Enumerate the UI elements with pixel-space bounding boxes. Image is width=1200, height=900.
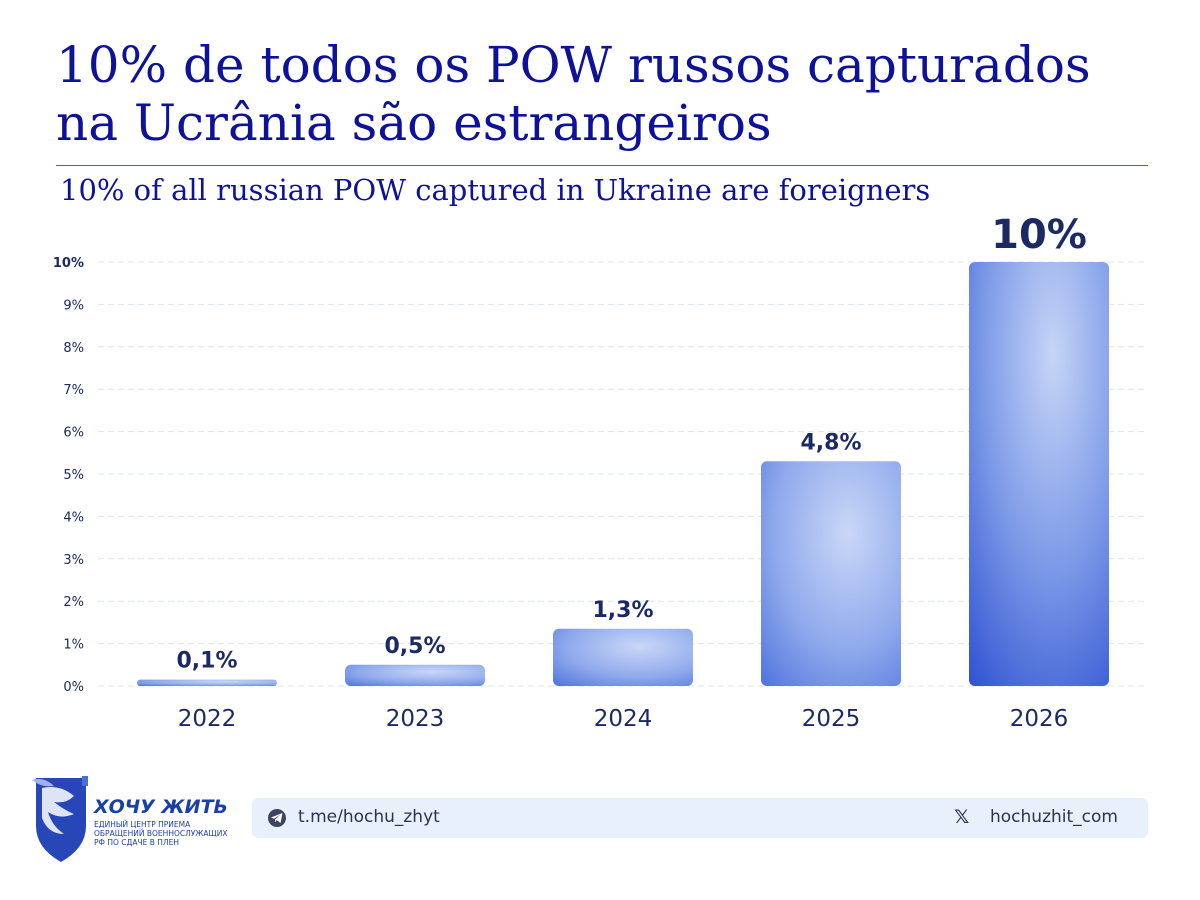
x-tick-label-2022: 2022 [178,706,237,732]
page-subtitle: 10% of all russian POW captured in Ukrai… [60,173,931,207]
y-tick-label: 3% [63,553,84,568]
logo-tagline-1: ЕДИНЫЙ ЦЕНТР ПРИЕМА [94,820,191,829]
logo: ХОЧУ ЖИТЬ ЕДИНЫЙ ЦЕНТР ПРИЕМА ОБРАЩЕНИЙ … [30,774,230,866]
x-tick-label-2025: 2025 [802,706,861,732]
footer-bar: t.me/hochu_zhyt 𝕏 hochuzhit_com [252,798,1148,838]
y-tick-label: 5% [63,468,84,483]
x-icon: 𝕏 [954,806,970,828]
y-tick-label: 9% [63,298,84,313]
x-tick-label-2026: 2026 [1010,706,1069,732]
bar-2025 [761,461,901,686]
y-tick-label: 8% [63,341,84,356]
y-tick-label: 7% [63,383,84,398]
y-tick-label: 1% [63,638,84,653]
telegram-icon [268,809,286,827]
bar-chart: 0% 1% 2% 3% 4% 5% 6% 7% 8% 9% 10% 0,1% 0,5% 1,3% 4,8%… [53,212,1148,732]
y-tick-label: 4% [63,510,84,525]
y-tick-label: 0% [63,680,84,695]
logo-tagline-3: РФ ПО СДАЧЕ В ПЛЕН [94,838,179,847]
y-axis-ticks: 0% 1% 2% 3% 4% 5% 6% 7% 8% 9% 10% [53,256,84,695]
bar-2023 [345,664,485,686]
y-tick-label: 2% [63,595,84,610]
bar-2024 [553,628,693,686]
logo-name: ХОЧУ ЖИТЬ [94,796,229,818]
data-labels: 0,1% 0,5% 1,3% 4,8% 10% [176,212,1086,674]
page-title: 10% de todos os POW russos capturados na… [56,36,1091,152]
x-axis-ticks: 2022 2023 2024 2025 2026 [178,706,1069,732]
shield-emblem-icon [32,776,88,862]
x-tick-label-2024: 2024 [594,706,653,732]
x-tick-label-2023: 2023 [386,706,445,732]
telegram-link[interactable]: t.me/hochu_zhyt [298,807,440,827]
data-label-2023: 0,5% [384,634,445,659]
x-link[interactable]: hochuzhit_com [990,807,1118,827]
y-tick-label: 6% [63,426,84,441]
data-label-2026: 10% [991,212,1087,258]
bar-2022 [137,679,277,686]
data-label-2022: 0,1% [176,649,237,674]
data-label-2024: 1,3% [592,598,653,623]
bar-2026 [969,262,1109,686]
bars [137,262,1109,686]
title-divider [56,165,1148,166]
data-label-2025: 4,8% [800,430,861,455]
y-tick-label: 10% [53,256,84,271]
logo-tagline-2: ОБРАЩЕНИЙ ВОЕННОСЛУЖАЩИХ [94,829,228,838]
